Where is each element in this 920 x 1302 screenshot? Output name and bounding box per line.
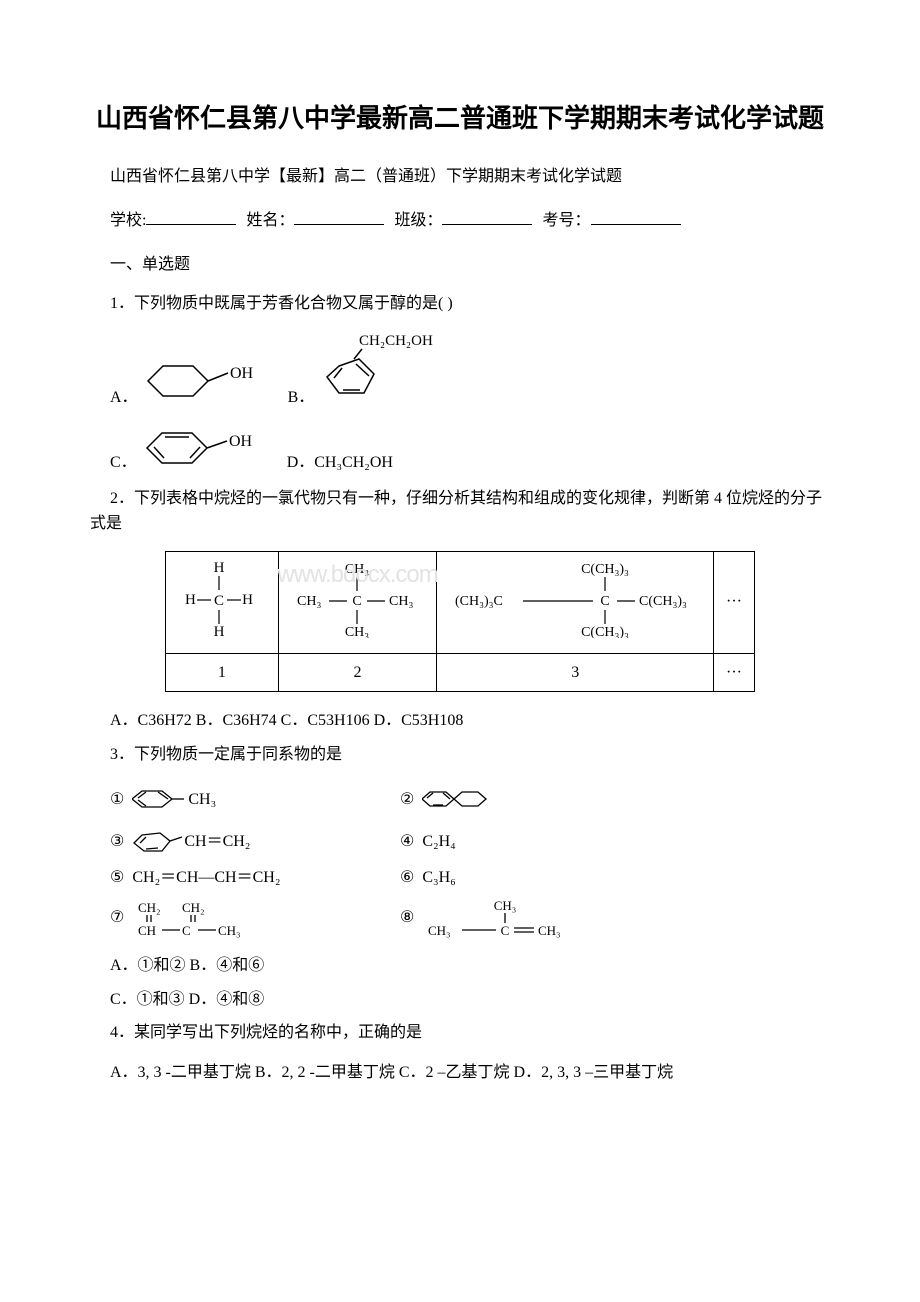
svg-text:CH₂: CH₂ <box>182 900 205 915</box>
question-3-text: 3．下列物质一定属于同系物的是 <box>110 742 830 768</box>
large-alkane-icon: C(CH₃)₃ (CH₃)₃C C C(CH₃)₃ C(CH₃)₃ <box>445 558 705 638</box>
item-num: ⑥ <box>400 865 414 891</box>
styrene-icon <box>132 823 192 859</box>
section-heading: 一、单选题 <box>110 252 830 278</box>
opt-d-formula: CH₃CH₂OH <box>314 450 393 476</box>
svg-text:H: H <box>242 592 253 608</box>
opt-a-label: A． <box>110 385 138 411</box>
table-cell: ··· <box>714 653 755 692</box>
svg-text:CH₃: CH₃ <box>297 594 321 609</box>
student-info-line: 学校: 姓名： 班级： 考号： <box>110 208 830 234</box>
table-cell: 1 <box>166 653 279 692</box>
item-formula: CH＝CH₂ <box>184 829 250 855</box>
question-3-options-ab: A．①和② B．④和⑥ <box>110 953 830 979</box>
svg-text:CH₃: CH₃ <box>345 625 369 638</box>
question-2-text: 2．下列表格中烷烃的一氯代物只有一种，仔细分析其结构和组成的变化规律，判断第 4… <box>90 486 830 537</box>
svg-text:CH₃: CH₃ <box>538 923 561 938</box>
name-label: 姓名： <box>246 212 294 229</box>
table-cell: 3 <box>437 653 714 692</box>
neopentane-icon: CH₃ CH₃ C CH₃ CH₃ <box>285 558 430 638</box>
svg-text:H: H <box>213 560 224 576</box>
opt-b-label: B． <box>288 385 315 411</box>
subtitle: 山西省怀仁县第八中学【最新】高二（普通班）下学期期末考试化学试题 <box>110 164 830 190</box>
svg-text:C: C <box>601 594 610 609</box>
item-num: ⑤ <box>110 865 124 891</box>
svg-text:CH₂: CH₂ <box>138 900 161 915</box>
opt-d-label: D． <box>287 450 315 476</box>
methane-icon: H H C H H <box>177 558 267 638</box>
naphthalene-icon <box>422 782 492 816</box>
svg-text:H: H <box>185 592 196 608</box>
page-title: 山西省怀仁县第八中学最新高二普通班下学期期末考试化学试题 <box>90 100 830 136</box>
phenol-icon: OH <box>137 421 267 476</box>
table-cell: 2 <box>278 653 437 692</box>
svg-text:CH₃: CH₃ <box>494 898 517 913</box>
cyclohexanol-icon: OH <box>138 351 258 411</box>
school-label: 学校: <box>110 212 146 229</box>
svg-text:C(CH₃)₃: C(CH₃)₃ <box>639 594 687 609</box>
question-3-items: ① CH₃ ② ③ <box>110 781 830 939</box>
svg-text:C: C <box>501 923 510 938</box>
item-num: ④ <box>400 829 414 855</box>
question-2-options: A．C36H72 B．C36H74 C．C53H106 D．C53H108 <box>110 708 830 734</box>
svg-text:CH: CH <box>138 923 156 938</box>
question-4-options: A．3, 3 -二甲基丁烷 B．2, 2 -二甲基丁烷 C．2 –乙基丁烷 D．… <box>110 1060 830 1086</box>
class-label: 班级： <box>394 212 442 229</box>
svg-text:OH: OH <box>230 365 254 382</box>
svg-text:C: C <box>182 923 191 938</box>
svg-text:C: C <box>352 594 361 609</box>
svg-text:CH₃: CH₃ <box>428 923 451 938</box>
exam-no-label: 考号： <box>542 212 590 229</box>
question-1-options-ab: A． OH B． CH₂CH₂OH <box>110 331 830 411</box>
svg-text:(CH₃)₃C: (CH₃)₃C <box>455 594 503 609</box>
item-num: ② <box>400 787 414 813</box>
item-formula: C₂H₄ <box>422 829 455 855</box>
question-1-text: 1．下列物质中既属于芳香化合物又属于醇的是( ) <box>110 291 830 317</box>
svg-text:CH₂CH₂OH: CH₂CH₂OH <box>359 333 433 349</box>
item-num: ⑦ <box>110 905 124 931</box>
isobutylene-icon: CH₃ CH₃ C CH₃ <box>422 897 582 939</box>
question-1-options-cd: C． OH D． CH₃CH₂OH <box>110 421 830 476</box>
svg-text:C(CH₃)₃: C(CH₃)₃ <box>581 562 629 577</box>
opt-c-label: C． <box>110 450 137 476</box>
svg-text:CH₃: CH₃ <box>389 594 413 609</box>
svg-text:H: H <box>213 624 224 638</box>
svg-text:C: C <box>214 593 224 609</box>
item-num: ① <box>110 787 124 813</box>
item-formula: CH₂＝CH—CH＝CH₂ <box>132 865 280 891</box>
item-formula: C₃H₆ <box>422 865 455 891</box>
question-4-text: 4．某同学写出下列烷烃的名称中，正确的是 <box>110 1020 830 1046</box>
svg-text:CH₃: CH₃ <box>218 923 241 938</box>
svg-text:OH: OH <box>229 433 253 450</box>
question-2-table: H H C H H www.bdocx.com CH₃ CH₃ <box>165 551 755 692</box>
svg-text:CH₃: CH₃ <box>345 562 369 577</box>
phenylethanol-icon: CH₂CH₂OH <box>314 331 454 411</box>
item-formula: CH₃ <box>188 787 216 813</box>
question-3-options-cd: C．①和③ D．④和⑧ <box>110 987 830 1013</box>
svg-text:C(CH₃)₃: C(CH₃)₃ <box>581 625 629 638</box>
item-num: ⑧ <box>400 905 414 931</box>
diene-icon: CH₂ CH₂ CH C CH₃ <box>132 897 282 939</box>
item-num: ③ <box>110 829 124 855</box>
